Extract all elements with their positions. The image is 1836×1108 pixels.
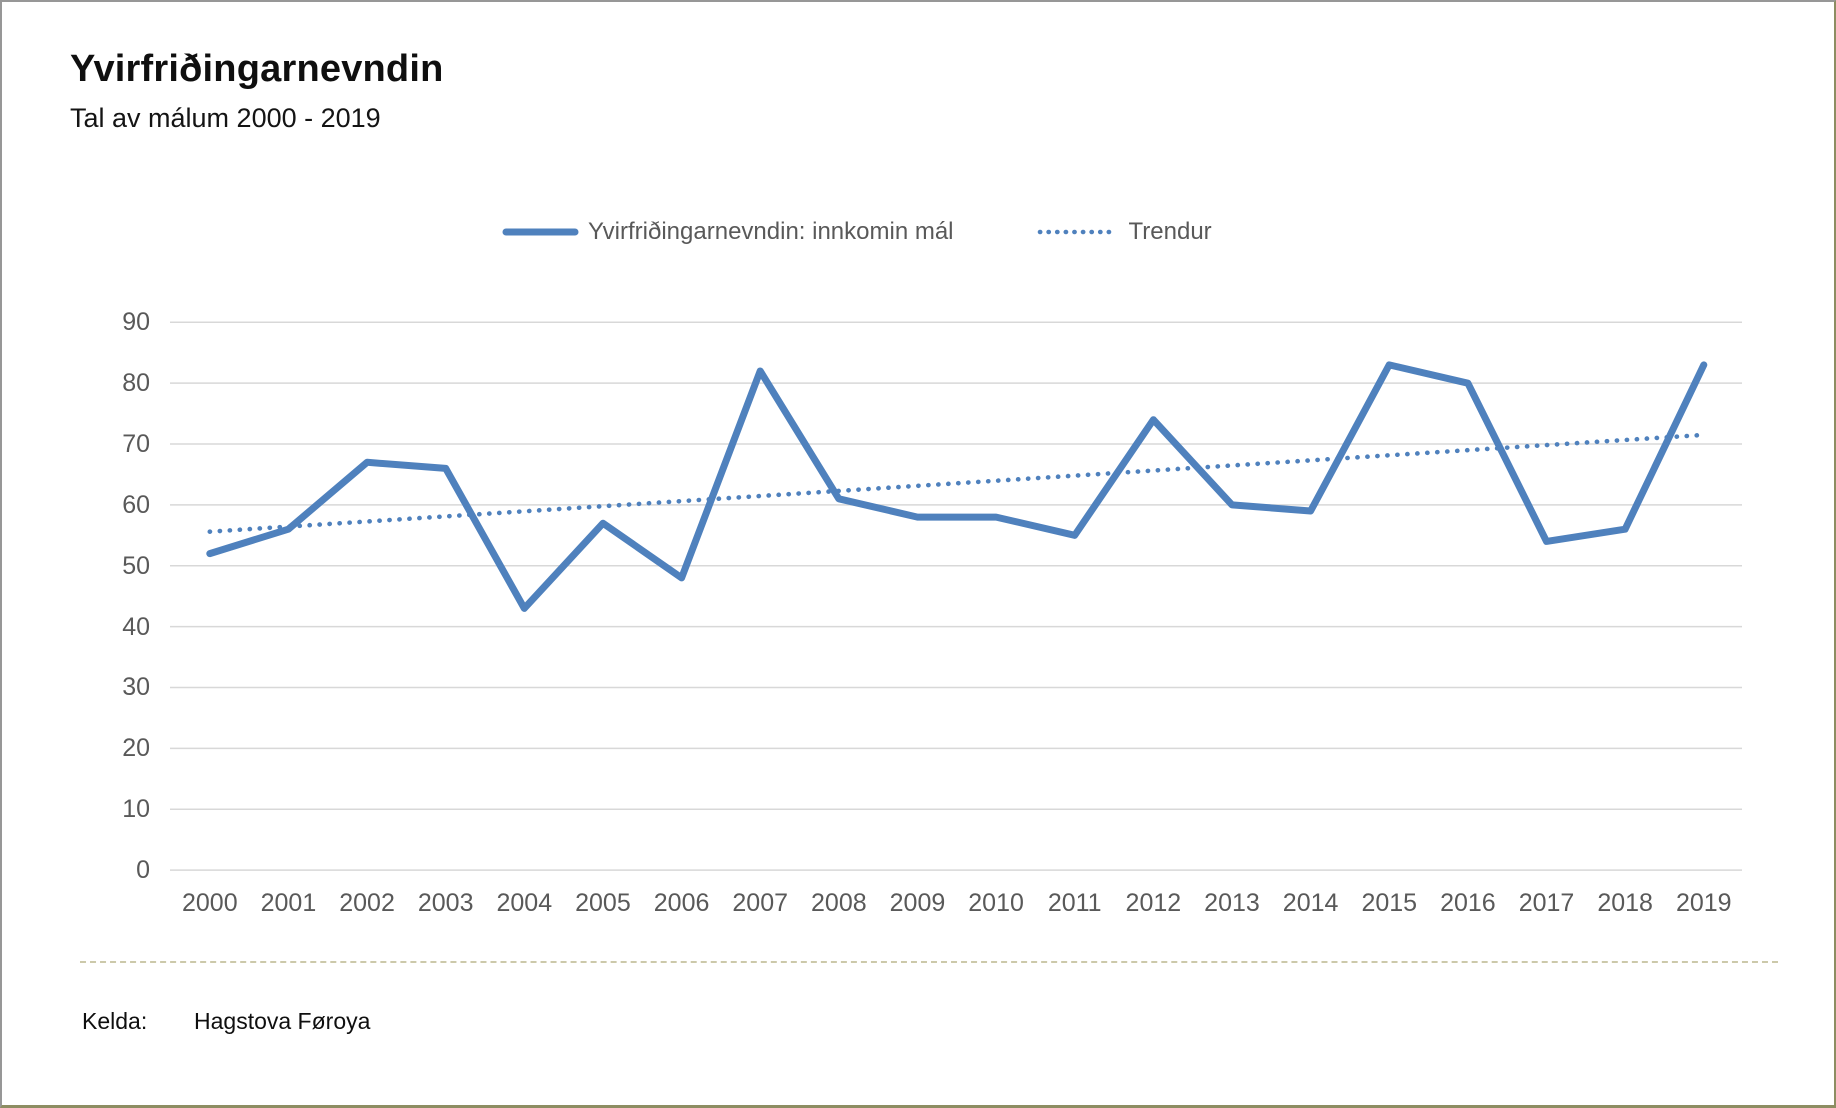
legend-item-trend: Trendur: [1037, 218, 1212, 246]
page-subtitle: Tal av málum 2000 - 2019: [70, 103, 381, 133]
x-axis-label: 2016: [1440, 889, 1496, 917]
x-axis-label: 2019: [1675, 889, 1732, 917]
series-line-swatch-icon: [502, 228, 579, 236]
x-axis-label: 2009: [889, 889, 946, 917]
x-axis-label: 2012: [1125, 889, 1182, 917]
y-axis-label: 70: [122, 430, 150, 459]
legend-trend-label: Trendur: [1128, 218, 1212, 245]
x-axis-label: 2004: [496, 889, 553, 917]
y-axis-label: 90: [122, 308, 150, 337]
y-axis-label: 30: [122, 673, 150, 702]
x-axis-label: 2006: [653, 889, 710, 917]
y-axis-label: 40: [122, 612, 150, 641]
x-axis-label: 2018: [1597, 889, 1653, 917]
legend-series-label: Yvirfriðingarnevndin: innkomin mál: [588, 218, 954, 245]
footer-separator: [80, 961, 1778, 963]
page-title: Yvirfriðingarnevndin: [70, 48, 444, 90]
x-axis-label: 2010: [968, 889, 1024, 917]
y-axis-label: 0: [136, 856, 150, 885]
x-axis-label: 2013: [1204, 889, 1260, 917]
trend-line: [207, 432, 1707, 534]
series-line: [206, 361, 1708, 612]
y-axis-label: 10: [122, 795, 150, 824]
x-axis-label: 2000: [181, 889, 238, 917]
x-axis-label: 2005: [575, 889, 631, 917]
x-axis-label: 2008: [811, 889, 867, 917]
x-axis-label: 2007: [732, 889, 789, 917]
x-axis-label: 2003: [417, 889, 474, 917]
source-value: Hagstova Føroya: [194, 1008, 371, 1034]
y-axis-label: 50: [122, 551, 150, 580]
x-axis-label: 2015: [1361, 889, 1418, 917]
x-axis-label: 2014: [1282, 889, 1339, 917]
y-axis-label: 80: [122, 369, 150, 398]
source-label: Kelda:: [82, 1008, 148, 1034]
x-axis-label: 2011: [1047, 889, 1102, 917]
y-axis-label: 20: [122, 734, 150, 763]
legend-item-series: Yvirfriðingarnevndin: innkomin mál: [502, 218, 954, 246]
x-axis-label: 2002: [339, 889, 395, 917]
y-axis-label: 60: [122, 490, 150, 519]
chart-legend: Yvirfriðingarnevndin: innkomin mál Trend…: [502, 208, 1212, 256]
x-axis-label: 2001: [260, 889, 317, 917]
x-axis-label: 2017: [1518, 889, 1575, 917]
